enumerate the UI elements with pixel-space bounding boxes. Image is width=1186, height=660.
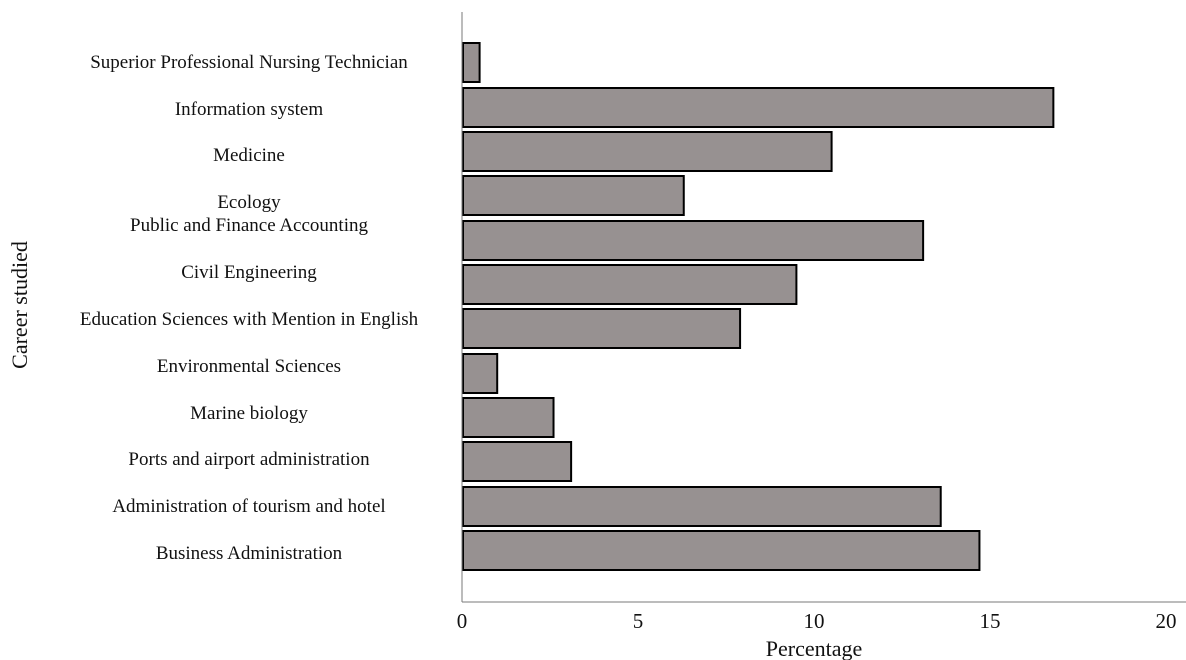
x-tick-label: 15 [980, 609, 1001, 633]
x-tick-labels: 0 5 10 15 20 [457, 609, 1177, 633]
category-label: Education Sciences with Mention in Engli… [80, 309, 419, 330]
bar [462, 87, 1055, 128]
bar [462, 131, 833, 172]
x-tick-label: 5 [633, 609, 644, 633]
category-label: Business Administration [156, 543, 343, 564]
bar [462, 441, 573, 482]
category-label: Environmental Sciences [157, 356, 341, 377]
category-label: Superior Professional Nursing Technician [90, 52, 408, 73]
category-labels: Superior Professional Nursing Technician… [80, 52, 419, 564]
bar [462, 486, 942, 527]
category-label: Ports and airport administration [128, 449, 370, 470]
category-label: Medicine [213, 145, 285, 166]
bar [462, 308, 742, 349]
bar [462, 397, 555, 438]
category-label: Public and Finance Accounting [130, 215, 368, 236]
x-tick-label: 10 [804, 609, 825, 633]
category-label: Marine biology [190, 403, 308, 424]
category-label: Ecology [217, 192, 281, 213]
bar [462, 220, 925, 261]
category-label: Information system [175, 99, 324, 120]
bar [462, 42, 481, 83]
category-label: Administration of tourism and hotel [112, 496, 385, 517]
x-tick-label: 20 [1156, 609, 1177, 633]
y-axis-title: Career studied [7, 241, 32, 369]
bar [462, 175, 685, 216]
bar [462, 353, 499, 394]
bar [462, 530, 981, 571]
x-tick-label: 0 [457, 609, 468, 633]
bar [462, 264, 798, 305]
x-axis-title: Percentage [766, 636, 863, 660]
category-label: Civil Engineering [181, 262, 317, 283]
bars-group [462, 42, 1055, 571]
